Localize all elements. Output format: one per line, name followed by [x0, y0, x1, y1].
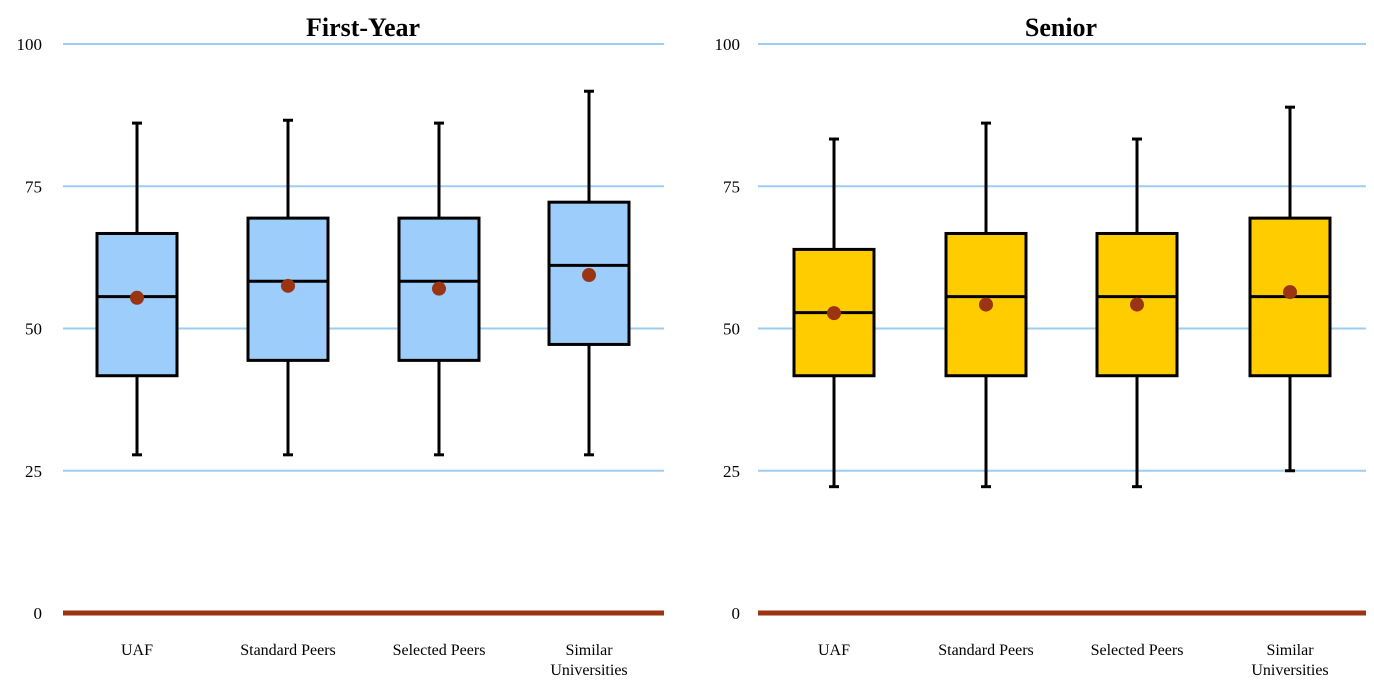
category-label: Similar Universities [1251, 642, 1328, 679]
category-label: Selected Peers [393, 642, 486, 659]
box-plot-3 [1248, 105, 1332, 473]
iqr-box [944, 231, 1028, 378]
y-tick-label: 75 [25, 177, 42, 196]
box-plot-0 [792, 137, 876, 489]
mean-marker [130, 290, 144, 305]
box-plot-0 [95, 121, 179, 457]
senior-panel: Senior 0 25 50 75 100 UAF Standard Peers Select… [715, 13, 1366, 679]
category-label: Similar Universities [550, 642, 627, 679]
mean-marker [432, 281, 446, 296]
category-label: UAF [818, 642, 850, 659]
y-tick-label: 75 [723, 177, 740, 196]
y-tick-label: 25 [25, 462, 42, 481]
category-label: Selected Peers [1091, 642, 1184, 659]
box-plot-2 [1095, 137, 1179, 489]
box-plot-1 [246, 118, 330, 457]
mean-marker [979, 297, 993, 312]
panel-title: First-Year [306, 13, 420, 42]
mean-marker [1130, 297, 1144, 312]
mean-marker [1283, 285, 1297, 300]
category-label: Standard Peers [240, 642, 336, 659]
y-tick-label: 25 [723, 462, 740, 481]
mean-marker [827, 306, 841, 321]
iqr-box [95, 231, 179, 378]
first-year-panel: First-Year 0 25 50 75 100 UAF Standard Peers Se… [17, 13, 664, 679]
mean-marker [582, 268, 596, 283]
iqr-box [547, 200, 631, 346]
y-tick-label: 100 [17, 35, 43, 54]
box-plot-3 [547, 89, 631, 457]
y-tick-label: 0 [34, 604, 43, 623]
box-plot-1 [944, 121, 1028, 489]
mean-marker [281, 278, 295, 293]
panel-title: Senior [1025, 13, 1097, 42]
y-tick-label: 0 [732, 604, 741, 623]
y-tick-label: 100 [715, 35, 741, 54]
box-plot-2 [397, 121, 481, 457]
category-label: UAF [121, 642, 153, 659]
y-tick-label: 50 [723, 320, 740, 339]
y-tick-label: 50 [25, 320, 42, 339]
category-label: Standard Peers [938, 642, 1034, 659]
